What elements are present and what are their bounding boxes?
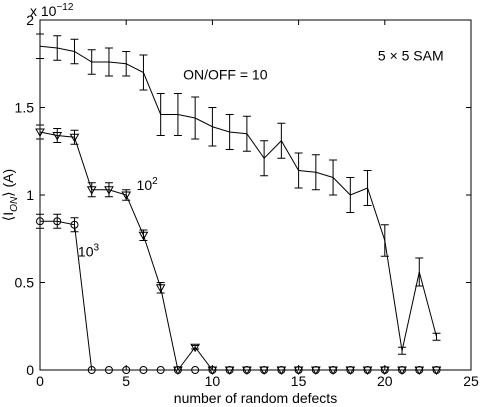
- error-bar: [87, 49, 96, 75]
- error-bar: [294, 152, 303, 189]
- point: [35, 128, 45, 138]
- error-bar: [104, 47, 113, 77]
- point: [36, 217, 44, 226]
- annotation: 5 × 5 SAM: [378, 47, 444, 63]
- error-bar: [36, 213, 44, 229]
- error-bar: [260, 140, 269, 177]
- point: [104, 366, 113, 374]
- point: [311, 366, 320, 374]
- point: [260, 366, 269, 374]
- point: [329, 366, 338, 374]
- point: [277, 366, 286, 374]
- point: [69, 133, 80, 143]
- error-bar: [139, 54, 148, 91]
- x-tick-label: 20: [377, 373, 393, 389]
- error-bar: [156, 93, 165, 136]
- point: [52, 132, 63, 141]
- series-line: [40, 220, 437, 371]
- point: [242, 366, 251, 374]
- point: [104, 186, 114, 195]
- point: [53, 217, 62, 226]
- multiplier-base: x 10: [30, 3, 57, 19]
- point: [346, 366, 355, 374]
- annotation: 102: [137, 176, 159, 193]
- point: [415, 366, 424, 374]
- point: [363, 366, 372, 374]
- x-tick-label: 15: [291, 373, 307, 389]
- y-tick-label: 2: [26, 12, 34, 28]
- point: [398, 366, 407, 374]
- point: [208, 366, 217, 374]
- error-bar: [329, 159, 338, 196]
- error-bar: [36, 33, 44, 59]
- point: [294, 366, 303, 374]
- point: [138, 231, 149, 241]
- point: [70, 220, 79, 229]
- axis-multiplier: x 10−12: [30, 2, 74, 19]
- x-tick-label: 10: [205, 373, 221, 389]
- error-bar: [208, 107, 217, 147]
- error-bar: [242, 115, 251, 152]
- error-bar: [70, 38, 79, 65]
- point: [121, 191, 132, 201]
- x-tick-label: 25: [463, 373, 479, 389]
- annotation-text: 10: [78, 243, 94, 259]
- error-bar: [191, 345, 200, 350]
- x-tick-label: 0: [36, 373, 44, 389]
- error-bar: [398, 346, 407, 355]
- y-tick-label: 1.5: [15, 100, 35, 116]
- error-bar: [225, 114, 234, 150]
- point: [87, 366, 96, 374]
- error-bar: [277, 122, 286, 159]
- y-label-sub: ON: [9, 196, 20, 212]
- y-label-tail: ⟩ (A): [0, 169, 16, 197]
- series-line: [39, 131, 437, 372]
- error-bar: [122, 51, 131, 77]
- point: [173, 366, 182, 374]
- y-label-main: ⟨I: [0, 212, 16, 221]
- multiplier-exp: −12: [56, 2, 73, 13]
- point: [86, 186, 97, 195]
- error-bar: [346, 177, 355, 213]
- point: [122, 366, 131, 374]
- y-axis-label: ⟨ION⟩ (A): [0, 169, 20, 221]
- x-tick-label: 5: [122, 373, 130, 389]
- error-bar: [363, 170, 372, 206]
- error-bar: [380, 224, 389, 257]
- y-tick-label: 0: [26, 362, 34, 378]
- annotation: 103: [78, 242, 100, 259]
- series-line: [39, 45, 438, 351]
- point: [190, 343, 201, 353]
- point: [191, 366, 200, 374]
- error-bar: [311, 154, 320, 191]
- y-tick-label: 0.5: [15, 275, 35, 291]
- error-bar: [191, 96, 200, 140]
- annotation-text: ON/OFF = 10: [183, 67, 268, 83]
- annotation-text: 10: [137, 177, 153, 193]
- annotation: ON/OFF = 10: [183, 67, 268, 83]
- point: [156, 366, 165, 374]
- y-tick-label: 1: [26, 187, 34, 203]
- annotation-text: 5 × 5 SAM: [378, 47, 444, 63]
- point: [139, 366, 148, 374]
- error-bar: [415, 257, 424, 287]
- annotation-sup: 2: [152, 176, 158, 187]
- error-bar: [53, 35, 62, 61]
- point: [380, 366, 389, 374]
- error-bar: [432, 332, 441, 341]
- error-bar: [173, 93, 182, 136]
- error-bar: [70, 217, 79, 233]
- point: [432, 366, 441, 374]
- point: [225, 366, 234, 374]
- x-axis-label: number of random defects: [174, 390, 337, 406]
- error-bar: [53, 213, 62, 229]
- annotation-sup: 3: [94, 242, 100, 253]
- point: [155, 284, 166, 293]
